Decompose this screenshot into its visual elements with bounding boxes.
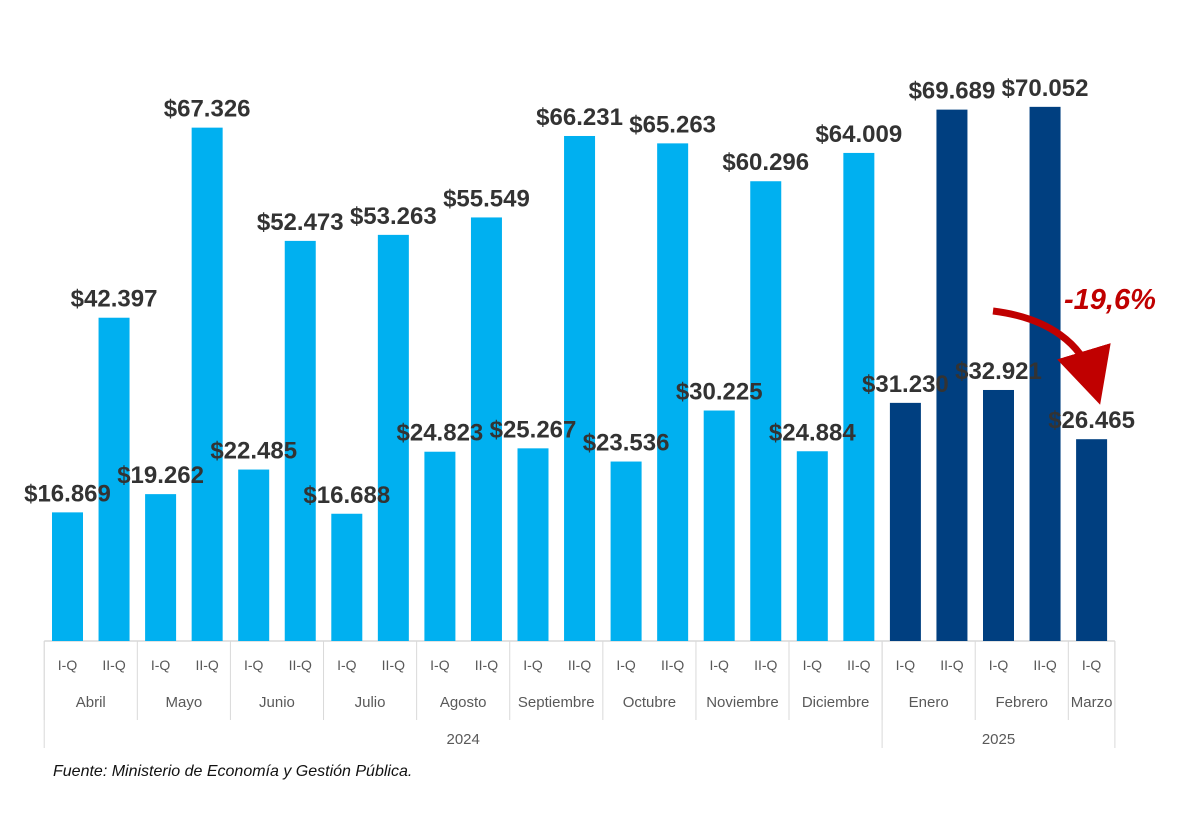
bar-agosto-i-q — [424, 451, 456, 641]
period-tick-label: II-Q — [847, 657, 870, 673]
value-label: $30.225 — [676, 379, 763, 406]
month-label: Julio — [355, 694, 386, 711]
period-tick-label: I-Q — [709, 657, 729, 673]
month-label: Diciembre — [802, 694, 870, 711]
labels-layer: $16.869 $42.397 $19.262 $67.326 $22.485 $52.4… — [24, 75, 1135, 509]
value-label: $16.869 — [24, 480, 111, 507]
month-label: Agosto — [440, 694, 487, 711]
value-label: $22.485 — [210, 438, 297, 465]
bar-diciembre-i-q — [796, 451, 828, 641]
period-tick-label: I-Q — [616, 657, 636, 673]
value-label: $60.296 — [722, 149, 809, 176]
value-label: $55.549 — [443, 185, 530, 212]
bar-agosto-ii-q — [470, 217, 502, 641]
bar-febrero-ii-q — [1029, 106, 1061, 642]
bar-octubre-ii-q — [657, 143, 689, 641]
month-label: Abril — [76, 694, 106, 711]
bar-junio-i-q — [238, 469, 270, 641]
period-tick-label: II-Q — [754, 657, 777, 673]
bar-febrero-i-q — [983, 389, 1014, 641]
period-tick-label: I-Q — [523, 657, 543, 673]
period-tick-label: I-Q — [244, 657, 264, 673]
bar-enero-ii-q — [936, 109, 968, 642]
month-label: Febrero — [996, 694, 1049, 711]
period-tick-label: II-Q — [382, 657, 405, 673]
value-label: $26.465 — [1048, 407, 1135, 434]
value-label: $52.473 — [257, 209, 344, 236]
value-label: $23.536 — [583, 430, 670, 457]
period-tick-label: I-Q — [803, 657, 823, 673]
month-label: Septiembre — [518, 694, 595, 711]
value-label: $16.688 — [303, 482, 390, 509]
month-label: Noviembre — [706, 694, 779, 711]
bar-septiembre-ii-q — [564, 135, 596, 642]
period-tick-label: II-Q — [289, 657, 312, 673]
month-label: Marzo — [1071, 694, 1113, 711]
month-label: Enero — [909, 694, 949, 711]
value-label: $24.884 — [769, 419, 856, 446]
bar-noviembre-i-q — [703, 410, 735, 641]
period-tick-label: I-Q — [896, 657, 916, 673]
bar-enero-i-q — [889, 402, 921, 641]
value-label: $32.921 — [955, 358, 1042, 385]
decrease-annotation: -19,6% — [1064, 284, 1156, 316]
period-tick-label: II-Q — [940, 657, 963, 673]
value-label: $66.231 — [536, 104, 623, 131]
year-label: 2025 — [982, 731, 1015, 748]
period-tick-label: I-Q — [1082, 657, 1102, 673]
period-tick-label: I-Q — [151, 657, 171, 673]
bar-mayo-i-q — [145, 494, 177, 641]
bar-junio-ii-q — [284, 240, 316, 641]
axis-layer: I-Q II-Q I-Q II-Q I-Q II-Q I-Q II-Q I-Q II-Q I-Q II… — [43, 640, 1116, 748]
value-label: $70.052 — [1002, 75, 1089, 102]
bar-diciembre-ii-q — [843, 152, 875, 641]
month-label: Octubre — [623, 694, 676, 711]
bar-octubre-i-q — [610, 461, 642, 641]
period-tick-label: I-Q — [337, 657, 357, 673]
bar-marzo-i-q — [1076, 439, 1108, 641]
bar-julio-ii-q — [377, 234, 409, 641]
bars-layer — [52, 106, 1108, 642]
period-tick-label: II-Q — [475, 657, 498, 673]
value-label: $42.397 — [71, 286, 158, 313]
period-tick-label: II-Q — [568, 657, 591, 673]
bar-septiembre-i-q — [517, 448, 549, 641]
bar-noviembre-ii-q — [750, 181, 782, 642]
value-label: $24.823 — [397, 420, 484, 447]
year-label: 2024 — [446, 731, 479, 748]
value-label: $65.263 — [629, 111, 716, 138]
period-tick-label: II-Q — [102, 657, 125, 673]
bar-julio-i-q — [331, 513, 363, 641]
period-tick-label: II-Q — [661, 657, 684, 673]
source-note: Fuente: Ministerio de Economía y Gestión… — [53, 763, 413, 780]
bar-abril-ii-q — [98, 317, 130, 641]
month-label: Mayo — [166, 694, 203, 711]
bar-abril-i-q — [52, 512, 83, 641]
value-label: $31.230 — [862, 371, 949, 398]
period-tick-label: I-Q — [989, 657, 1009, 673]
period-tick-label: II-Q — [1033, 657, 1056, 673]
value-label: $67.326 — [164, 96, 251, 123]
month-label: Junio — [259, 694, 295, 711]
period-tick-label: II-Q — [195, 657, 218, 673]
period-tick-label: I-Q — [58, 657, 78, 673]
value-label: $53.263 — [350, 203, 437, 230]
bar-mayo-ii-q — [191, 127, 223, 641]
annotation-layer: -19,6% — [992, 284, 1156, 405]
decrease-arrow — [992, 307, 1111, 405]
period-tick-label: I-Q — [430, 657, 450, 673]
value-label: $19.262 — [117, 462, 204, 489]
value-label: $69.689 — [909, 78, 996, 105]
value-label: $64.009 — [815, 121, 902, 148]
value-label: $25.267 — [490, 416, 577, 443]
